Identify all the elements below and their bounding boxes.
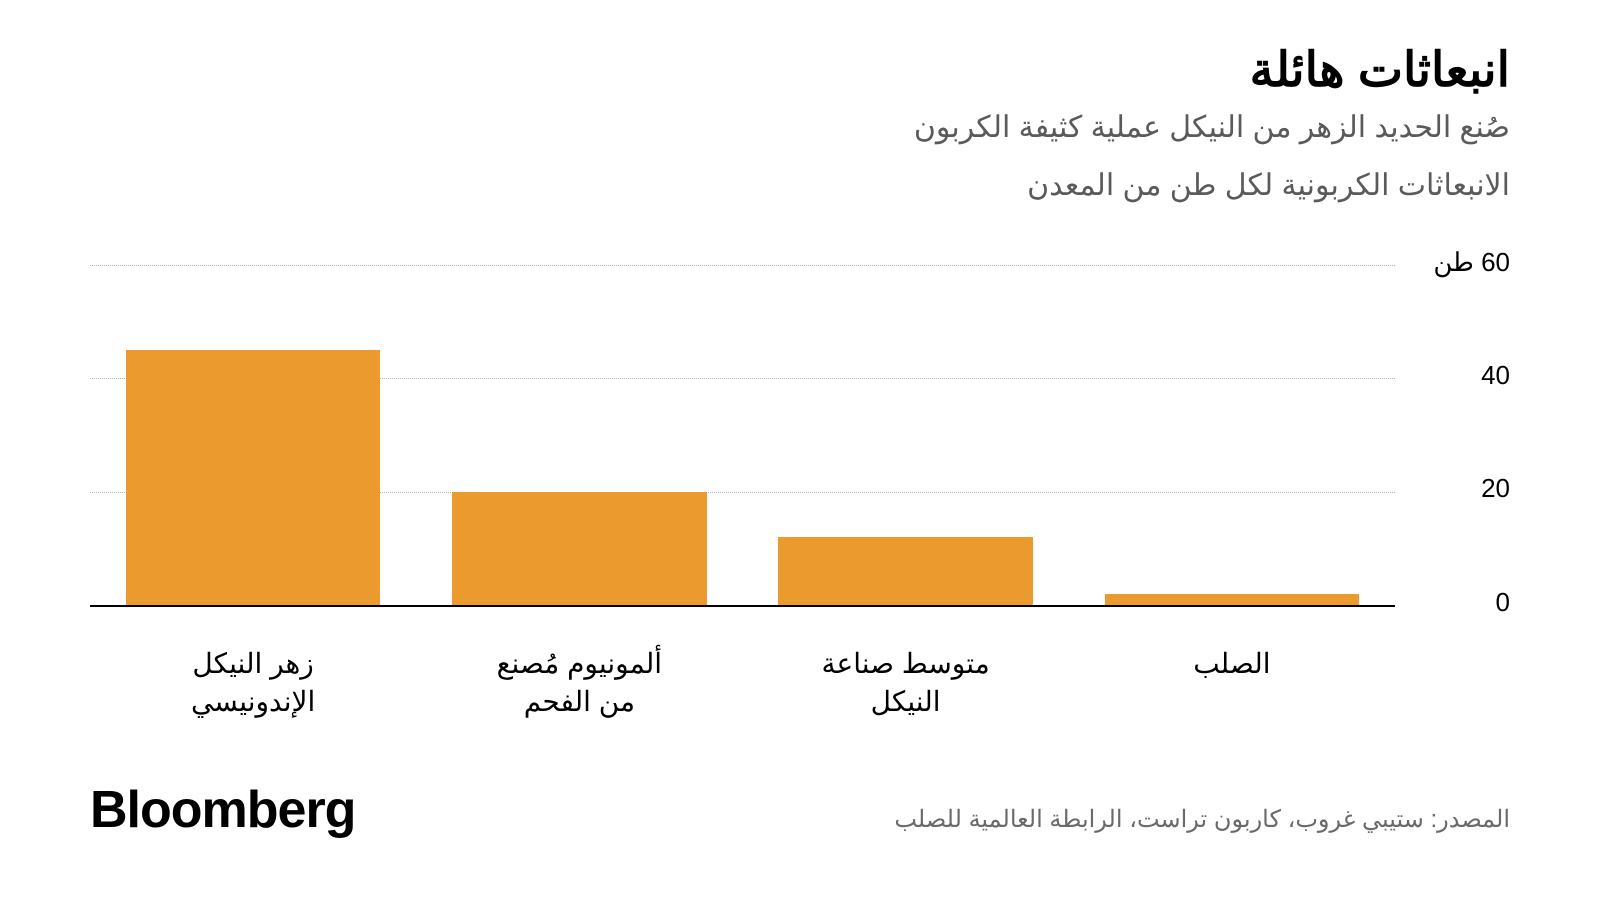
- y-tick-label: 40: [1481, 360, 1510, 391]
- category-label: متوسط صناعةالنيكل: [743, 645, 1069, 721]
- category-label: زهر النيكلالإندونيسي: [90, 645, 416, 721]
- chart-subtitle: صُنع الحديد الزهر من النيكل عملية كثيفة …: [914, 110, 1510, 145]
- plot-area: 60 طن40200الصلبمتوسط صناعةالنيكلألمونيوم…: [90, 265, 1510, 605]
- y-tick-label: 20: [1481, 473, 1510, 504]
- bar: [778, 537, 1032, 605]
- brand-logo: Bloomberg: [90, 780, 355, 840]
- source-text: المصدر: ستيبي غروب، كاربون تراست، الرابط…: [894, 805, 1510, 834]
- y-tick-label: 0: [1496, 587, 1510, 618]
- bar: [126, 350, 380, 605]
- baseline: [90, 605, 1395, 607]
- chart-container: انبعاثات هائلة صُنع الحديد الزهر من الني…: [0, 0, 1600, 900]
- category-label: الصلب: [1069, 645, 1395, 683]
- category-label: ألمونيوم مُصنعمن الفحم: [416, 645, 742, 721]
- bar: [452, 492, 706, 605]
- y-axis-label: الانبعاثات الكربونية لكل طن من المعدن: [1027, 168, 1510, 203]
- bar: [1105, 594, 1359, 605]
- y-tick-label: 60 طن: [1433, 247, 1510, 278]
- chart-title: انبعاثات هائلة: [1250, 42, 1510, 98]
- gridline: [90, 265, 1395, 266]
